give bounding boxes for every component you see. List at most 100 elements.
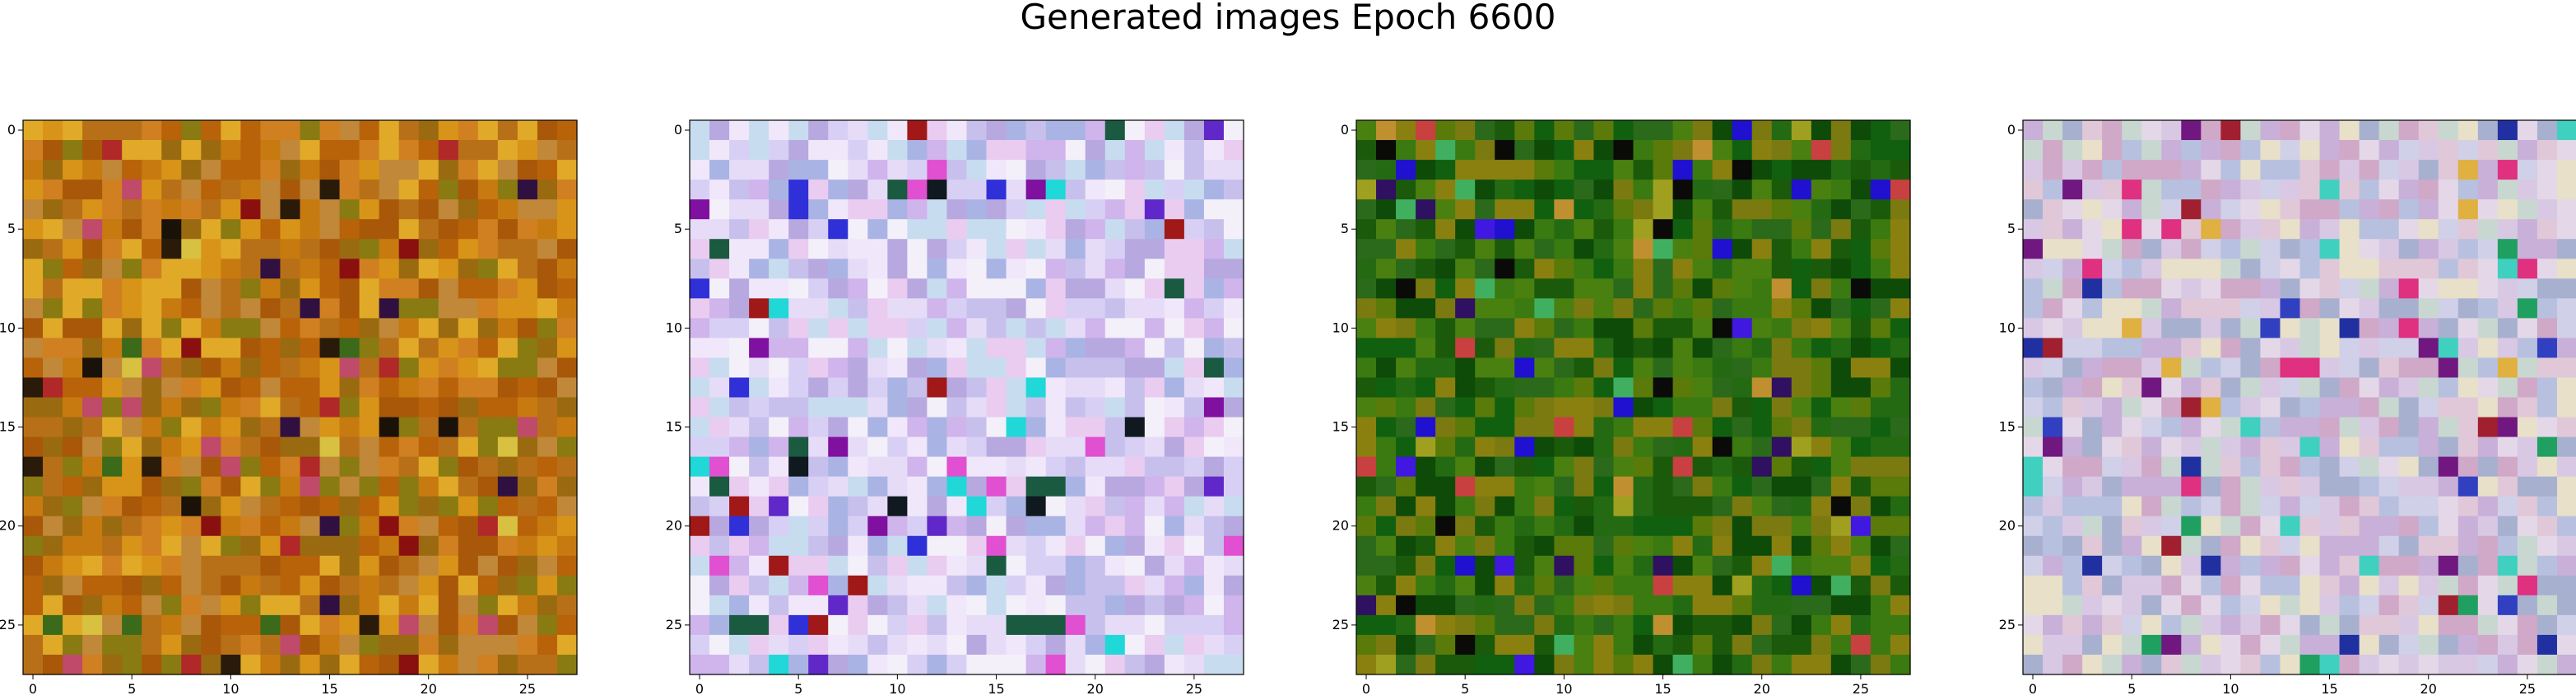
pixel-cell: [867, 654, 888, 675]
pixel-cell: [1653, 180, 1674, 200]
pixel-cell: [1416, 516, 1436, 537]
pixel-cell: [122, 239, 142, 259]
pixel-cell: [398, 377, 420, 399]
pixel-cell: [2122, 535, 2142, 557]
pixel-cell: [1870, 456, 1891, 478]
pixel-cell: [2280, 219, 2301, 240]
pixel-cell: [1574, 120, 1595, 141]
pixel-cell: [2023, 318, 2044, 338]
pixel-cell: [2280, 634, 2301, 656]
pixel-cell: [102, 496, 123, 517]
pixel-cell: [927, 456, 948, 478]
pixel-cell: [102, 555, 123, 576]
pixel-cell: [1751, 614, 1773, 636]
pixel-cell: [201, 180, 221, 200]
pixel-cell: [1593, 199, 1615, 220]
pixel-cell: [1164, 318, 1185, 338]
pixel-cell: [1554, 555, 1574, 576]
pixel-cell: [1124, 180, 1146, 200]
pixel-cell: [201, 595, 221, 616]
pixel-cell: [1416, 259, 1436, 279]
pixel-cell: [709, 476, 730, 497]
pixel-cell: [1104, 436, 1126, 458]
pixel-cell: [2122, 595, 2142, 616]
pixel-cell: [260, 654, 281, 675]
pixel-cell: [2023, 278, 2044, 299]
pixel-cell: [1045, 634, 1067, 656]
pixel-cell: [379, 219, 400, 240]
pixel-cell: [1534, 278, 1555, 299]
pixel-cell: [1183, 239, 1205, 259]
pixel-cell: [1890, 239, 1911, 259]
pixel-cell: [1574, 595, 1595, 616]
pixel-cell: [2457, 298, 2479, 319]
pixel-cell: [1376, 634, 1397, 656]
pixel-cell: [537, 535, 558, 557]
pixel-cell: [2398, 654, 2420, 675]
pixel-cell: [1672, 535, 1694, 557]
pixel-cell: [2556, 120, 2576, 141]
x-tick-label: 0: [1362, 681, 1370, 697]
pixel-cell: [1065, 298, 1086, 319]
pixel-cell: [966, 298, 988, 319]
pixel-cell: [828, 278, 849, 299]
pixel-cell: [769, 357, 789, 379]
pixel-cell: [1025, 199, 1047, 220]
pixel-cell: [1356, 140, 1377, 161]
pixel-cell: [240, 278, 262, 299]
pixel-cell: [2359, 595, 2380, 616]
pixel-cell: [517, 239, 538, 259]
pixel-cell: [2122, 298, 2142, 319]
pixel-cell: [82, 634, 103, 656]
pixel-cell: [788, 476, 809, 497]
pixel-cell: [537, 239, 558, 259]
pixel-cell: [986, 476, 1007, 497]
pixel-cell: [122, 575, 142, 596]
pixel-cell: [1732, 516, 1753, 537]
pixel-cell: [181, 357, 202, 379]
pixel-cell: [2201, 397, 2221, 418]
pixel-cell: [2536, 140, 2558, 161]
pixel-cell: [359, 239, 380, 259]
pixel-cell: [517, 456, 538, 478]
pixel-cell: [2122, 634, 2142, 656]
pixel-cell: [946, 476, 968, 497]
pixel-cell: [1672, 397, 1694, 418]
pixel-cell: [808, 180, 829, 200]
pixel-cell: [1672, 219, 1694, 240]
pixel-cell: [82, 357, 103, 379]
x-tick-label: 0: [2029, 681, 2037, 697]
pixel-cell: [181, 516, 202, 537]
pixel-cell: [1890, 654, 1911, 675]
pixel-cell: [221, 555, 241, 576]
pixel-cell: [1006, 614, 1027, 636]
pixel-cell: [1732, 180, 1753, 200]
pixel-cell: [1574, 239, 1595, 259]
pixel-cell: [966, 436, 988, 458]
pixel-cell: [2280, 278, 2301, 299]
pixel-cell: [82, 555, 103, 576]
pixel-cell: [1593, 278, 1615, 299]
pixel-cell: [1376, 160, 1397, 180]
pixel-cell: [749, 120, 770, 141]
pixel-cell: [398, 278, 420, 299]
pixel-cell: [907, 614, 928, 636]
pixel-cell: [709, 259, 730, 279]
pixel-cell: [2260, 219, 2281, 240]
pixel-cell: [1376, 357, 1397, 379]
pixel-cell: [2043, 140, 2063, 161]
pixel-cell: [1554, 614, 1574, 636]
pixel-cell: [477, 160, 499, 180]
pixel-cell: [1514, 634, 1535, 656]
pixel-cell: [1791, 199, 1812, 220]
pixel-cell: [2122, 219, 2142, 240]
pixel-cell: [23, 397, 44, 418]
pixel-cell: [1811, 338, 1832, 359]
pixel-cell: [808, 338, 829, 359]
pixel-cell: [477, 654, 499, 675]
pixel-cell: [1870, 120, 1891, 141]
pixel-cell: [2477, 160, 2499, 180]
pixel-cell: [1672, 259, 1694, 279]
pixel-cell: [1203, 239, 1225, 259]
pixel-cell: [418, 456, 439, 478]
